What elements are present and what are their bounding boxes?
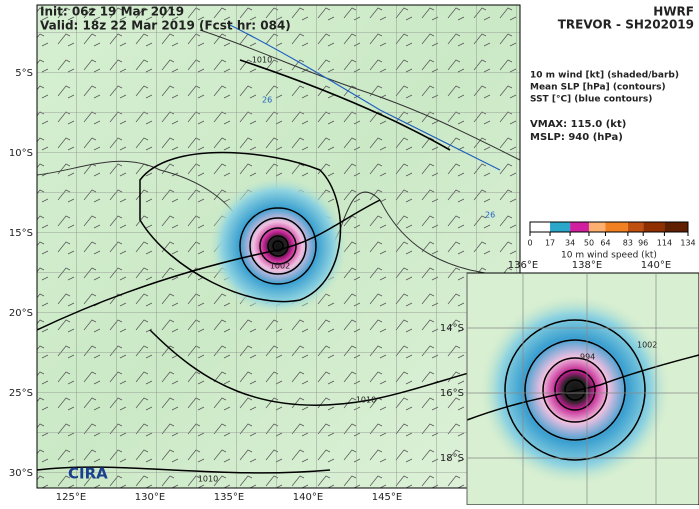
slp-contours — [37, 151, 520, 474]
inset-lat-label: 18°S — [440, 453, 464, 464]
coastline-png — [199, 29, 520, 161]
lat-label: 15°S — [9, 228, 33, 239]
colorbar-tick-label: 96 — [638, 239, 648, 248]
legend-line: SST [°C] (blue contours) — [530, 95, 652, 105]
inset-grid — [466, 273, 699, 505]
logo: CIRA — [68, 465, 108, 483]
colorbar-segment — [627, 222, 644, 232]
inset-contours — [466, 319, 699, 461]
colorbar-segment — [570, 222, 589, 232]
lat-label: 30°S — [9, 468, 33, 479]
slp-contour — [239, 59, 451, 151]
lon-label: 135°E — [214, 492, 244, 503]
inset-lon-label: 136°E — [508, 260, 538, 271]
storm-name: TREVOR - SH202019 — [558, 18, 694, 32]
colorbar-tick-label: 114 — [657, 239, 672, 248]
lon-label: 145°E — [372, 492, 402, 503]
legend-line: 10 m wind [kt] (shaded/barb) — [530, 71, 679, 81]
mslp: MSLP: 940 (hPa) — [530, 132, 623, 143]
inset-lon-label: 140°E — [641, 260, 671, 271]
lat-label: 5°S — [15, 68, 33, 79]
inset-lon-label: 138°E — [572, 260, 602, 271]
colorbar-tick-label: 17 — [545, 239, 555, 248]
colorbar-frame — [529, 221, 689, 233]
storm-wind — [208, 176, 348, 316]
inset-contour-label: 994 — [580, 353, 595, 362]
colorbar-segment — [664, 222, 688, 232]
colorbar-tick-label: 64 — [600, 239, 610, 248]
contour-label: 1010 — [252, 56, 272, 65]
legend-line: Mean SLP [hPa] (contours) — [530, 83, 666, 93]
lat-label: 25°S — [9, 388, 33, 399]
model-name: HWRF — [653, 5, 694, 19]
contour-label: 1010 — [356, 396, 376, 405]
lon-label: 125°E — [56, 492, 86, 503]
sst-contour — [229, 24, 501, 171]
contour-label: 1002 — [270, 262, 290, 271]
sst-label: 26 — [485, 211, 495, 220]
init-text: Init: 06z 19 Mar 2019 — [40, 5, 184, 19]
colorbar-segment — [588, 222, 606, 232]
main-map — [37, 5, 520, 488]
colorbar-tick-label: 34 — [565, 239, 575, 248]
colorbar-tick-label: 134 — [680, 239, 695, 248]
inset-map — [466, 272, 699, 506]
valid-text: Valid: 18z 22 Mar 2019 (Fcst hr: 084) — [40, 19, 291, 33]
lat-label: 10°S — [9, 148, 33, 159]
sst-label: 26 — [262, 96, 272, 105]
inset-lat-label: 16°S — [440, 388, 464, 399]
inset-contour-label: 1002 — [637, 341, 657, 350]
colorbar-tick-label: 0 — [527, 239, 532, 248]
colorbar-segment — [550, 222, 571, 232]
colorbar-tick-label: 83 — [623, 239, 633, 248]
colorbar-segment — [605, 222, 628, 232]
lon-label: 130°E — [135, 492, 165, 503]
lon-label: 140°E — [293, 492, 323, 503]
colorbar-label: 10 m wind speed (kt) — [561, 251, 657, 261]
contour-label: 1010 — [198, 475, 218, 484]
lat-label: 20°S — [9, 308, 33, 319]
colorbar-tick-label: 50 — [584, 239, 594, 248]
colorbar-segment — [530, 222, 551, 232]
colorbar-segment — [643, 222, 665, 232]
inset-lat-label: 14°S — [440, 323, 464, 334]
vmax: VMAX: 115.0 (kt) — [530, 119, 626, 130]
map-frame — [36, 4, 521, 489]
